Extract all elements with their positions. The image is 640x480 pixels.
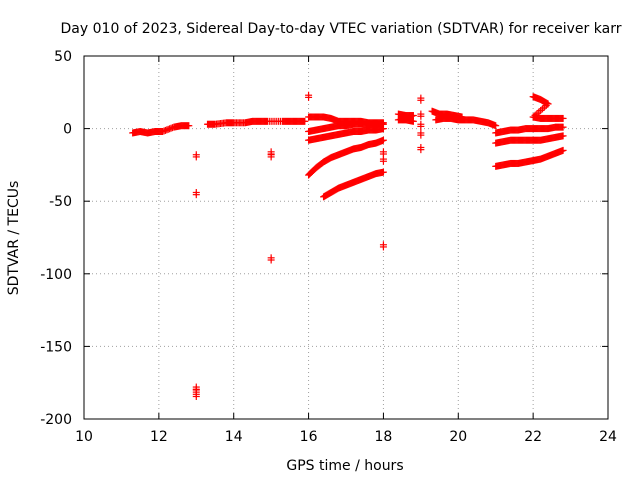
data-point: [379, 168, 387, 176]
y-tick-label: -100: [40, 267, 72, 283]
y-tick-label: -200: [40, 412, 72, 428]
x-tick-label: 16: [300, 429, 318, 445]
data-point-outlier: [267, 153, 275, 161]
y-tick-labels: -200 -150 -100 -50 0 50: [40, 49, 72, 428]
y-axis-label: SDTVAR / TECUs: [6, 181, 22, 296]
x-tick-label: 22: [524, 429, 542, 445]
x-tick-label: 18: [375, 429, 393, 445]
x-tick-label: 24: [599, 429, 617, 445]
data-point-outlier: [417, 122, 425, 130]
data-point: [409, 117, 417, 125]
x-tick-label: 10: [75, 429, 93, 445]
y-tick-label: -150: [40, 339, 72, 355]
x-axis-label: GPS time / hours: [286, 458, 403, 474]
data-points: [129, 91, 567, 400]
data-point: [559, 132, 567, 140]
chart-title: Day 010 of 2023, Sidereal Day-to-day VTE…: [61, 21, 622, 37]
data-point-outlier: [192, 392, 200, 400]
data-point: [301, 117, 309, 125]
grid-lines: [84, 56, 608, 419]
data-point-outlier: [192, 191, 200, 199]
y-tick-label: 0: [63, 122, 72, 138]
data-point: [559, 146, 567, 154]
data-point: [559, 114, 567, 122]
x-tick-label: 12: [150, 429, 168, 445]
data-point-outlier: [417, 112, 425, 120]
axis-ticks: [83, 55, 609, 420]
plot-frame: [83, 55, 609, 420]
data-point-outlier: [267, 256, 275, 264]
data-point: [379, 136, 387, 144]
y-tick-label: -50: [49, 194, 72, 210]
x-tick-labels: 10 12 14 16 18 20 22 24: [75, 429, 617, 445]
data-point-outlier: [417, 96, 425, 104]
data-point: [379, 125, 387, 133]
x-tick-label: 20: [449, 429, 467, 445]
data-point-outlier: [417, 146, 425, 154]
data-point-outlier: [417, 131, 425, 139]
x-tick-label: 14: [225, 429, 243, 445]
data-point: [185, 122, 193, 130]
data-point: [492, 122, 500, 130]
data-point-outlier: [379, 243, 387, 251]
y-tick-label: 50: [54, 49, 72, 65]
data-point-outlier: [192, 153, 200, 161]
data-point-outlier: [379, 157, 387, 165]
data-point-outlier: [305, 93, 313, 101]
data-point: [559, 123, 567, 131]
